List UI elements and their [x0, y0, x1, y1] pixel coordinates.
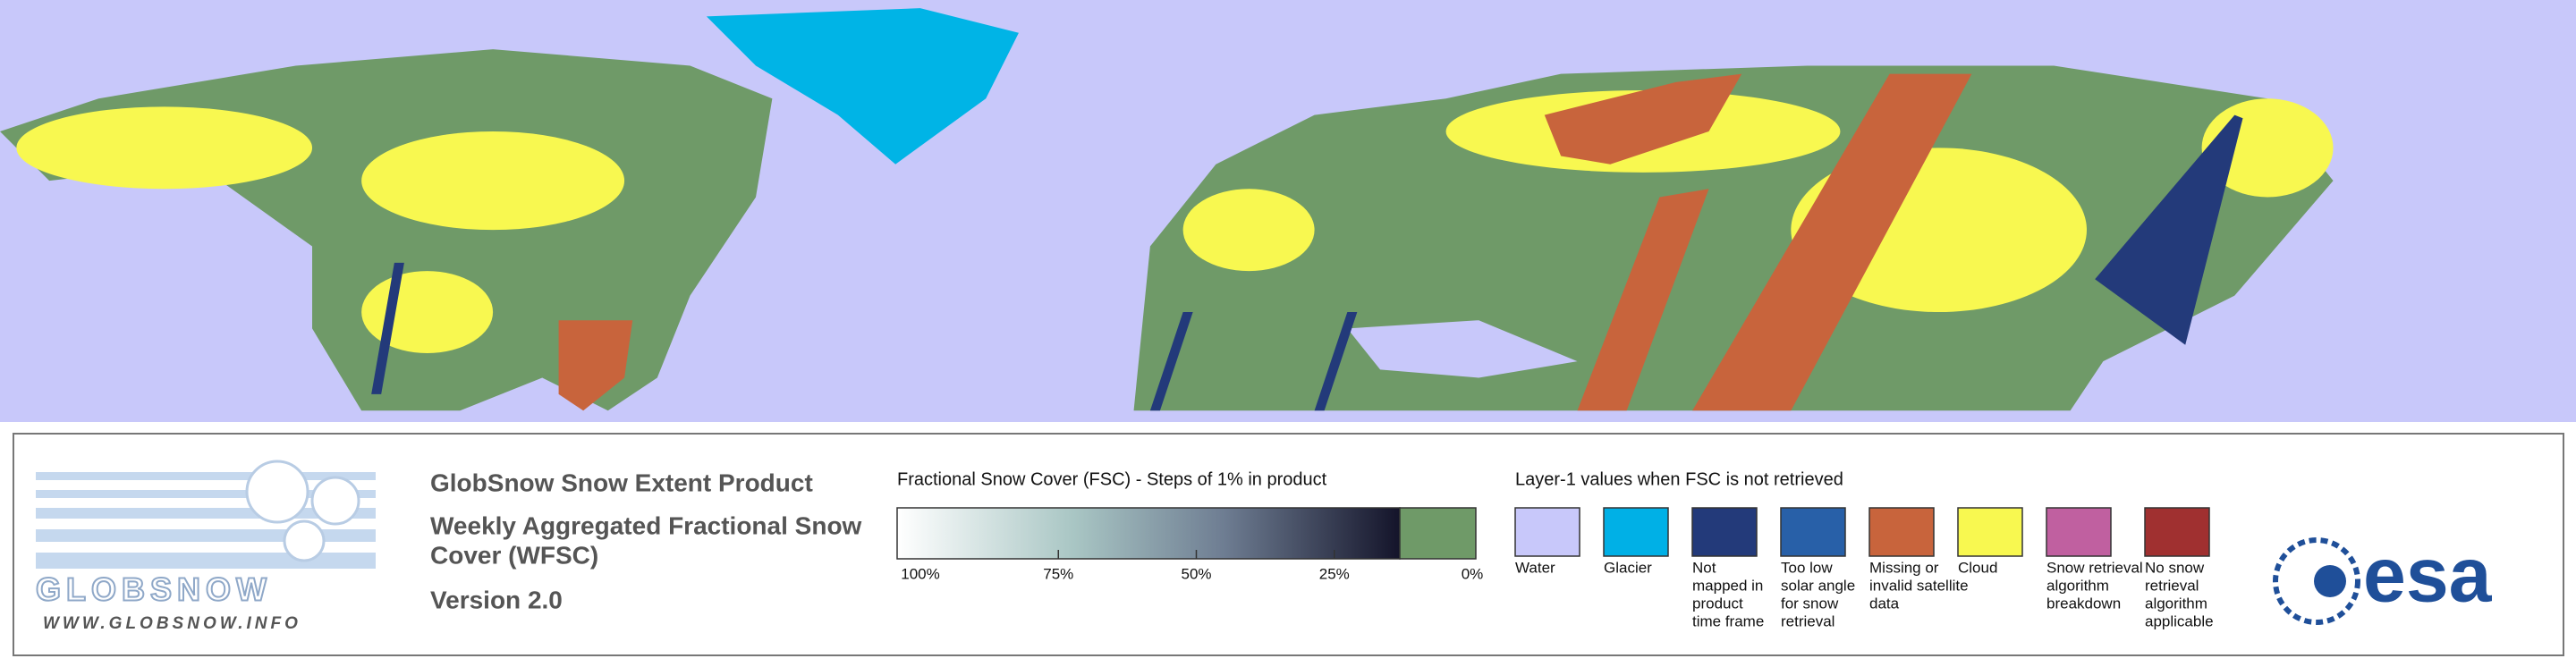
fsc-legend-title: Fractional Snow Cover (FSC) - Steps of 1…: [897, 469, 1327, 489]
layer1-legend-title: Layer-1 values when FSC is not retrieved: [1515, 469, 1843, 489]
layer1-swatch: [1514, 507, 1580, 557]
product-version: Version 2.0: [430, 586, 563, 613]
layer1-label: solar angle: [1781, 577, 1855, 594]
snowflake: [283, 519, 326, 562]
layer1-label: applicable: [2145, 612, 2214, 629]
layer1-label: Water: [1515, 559, 1555, 576]
layer1-label: for snow: [1781, 595, 1839, 612]
layer1-label: Too low: [1781, 559, 1833, 576]
fsc-scale-label: 100%: [901, 565, 939, 582]
layer1-label: mapped in: [1692, 577, 1763, 594]
layer1-label: data: [1869, 595, 1900, 612]
map-shapes: [0, 8, 2334, 411]
cloud-area: [1182, 189, 1315, 272]
globsnow-logo: GLOBSNOW WWW.GLOBSNOW.INFO: [35, 460, 376, 633]
not-mapped-swath: [2095, 114, 2243, 345]
fsc-scale-label: 25%: [1319, 565, 1350, 582]
layer1-label: time frame: [1692, 612, 1764, 629]
snow-map: [0, 0, 2576, 422]
logo-url: WWW.GLOBSNOW.INFO: [43, 614, 301, 633]
greenland: [706, 8, 1019, 165]
esa-emblem: [2314, 565, 2346, 597]
missing-data-swath: [558, 320, 633, 411]
fsc-no-snow-swatch: [1399, 507, 1477, 560]
layer1-swatch: [1603, 507, 1669, 557]
mediterranean: [1347, 320, 1578, 378]
not-mapped-swath: [1314, 312, 1358, 411]
missing-data-swath: [1577, 189, 1709, 411]
esa-logo: esa: [2273, 533, 2493, 625]
snowflake: [310, 476, 360, 526]
layer1-label: breakdown: [2046, 595, 2121, 612]
layer1-label: Not: [1692, 559, 1716, 576]
layer1-label: Glacier: [1604, 559, 1652, 576]
cloud-area: [361, 131, 625, 231]
not-mapped-swath: [1149, 312, 1193, 411]
product-title: GlobSnow Snow Extent Product: [430, 469, 813, 496]
product-subtitle: Weekly Aggregated Fractional Snow: [430, 511, 862, 539]
esa-wordmark: esa: [2363, 533, 2493, 619]
layer1-label: Snow retrieval: [2046, 559, 2143, 576]
layer1-label: algorithm: [2145, 595, 2207, 612]
fsc-scale-label: 75%: [1043, 565, 1073, 582]
logo-stripe: [36, 553, 376, 569]
logo-text: GLOBSNOW: [36, 571, 272, 608]
logo-stripe: [36, 472, 376, 480]
layer1-swatch: [2144, 507, 2210, 557]
layer1-swatch: [1691, 507, 1758, 557]
snowflake: [245, 460, 309, 524]
layer1-label: product: [1692, 595, 1743, 612]
logo-stripe: [36, 490, 376, 498]
missing-data-swath: [1544, 73, 1742, 165]
layer1-swatch: [2046, 507, 2112, 557]
fsc-gradient-bar: [896, 507, 1401, 560]
fsc-scale-label: 0%: [1462, 565, 1484, 582]
layer1-label: retrieval: [2145, 577, 2199, 594]
product-subtitle: Cover (WFSC): [430, 541, 598, 569]
cloud-area: [16, 106, 313, 190]
missing-data-swath: [1692, 73, 1972, 411]
layer1-label: Missing or: [1869, 559, 1939, 576]
not-mapped-swath: [371, 262, 404, 394]
layer1-label: retrieval: [1781, 612, 1835, 629]
layer1-swatch: [1868, 507, 1935, 557]
layer1-swatch: [1957, 507, 2023, 557]
fsc-scale-label: 50%: [1181, 565, 1211, 582]
layer1-label: algorithm: [2046, 577, 2109, 594]
esa-emblem: [2273, 537, 2360, 625]
layer1-swatch: [1780, 507, 1846, 557]
layer1-label: No snow: [2145, 559, 2205, 576]
layer1-label: invalid satellite: [1869, 577, 1969, 594]
layer1-label: Cloud: [1958, 559, 1997, 576]
